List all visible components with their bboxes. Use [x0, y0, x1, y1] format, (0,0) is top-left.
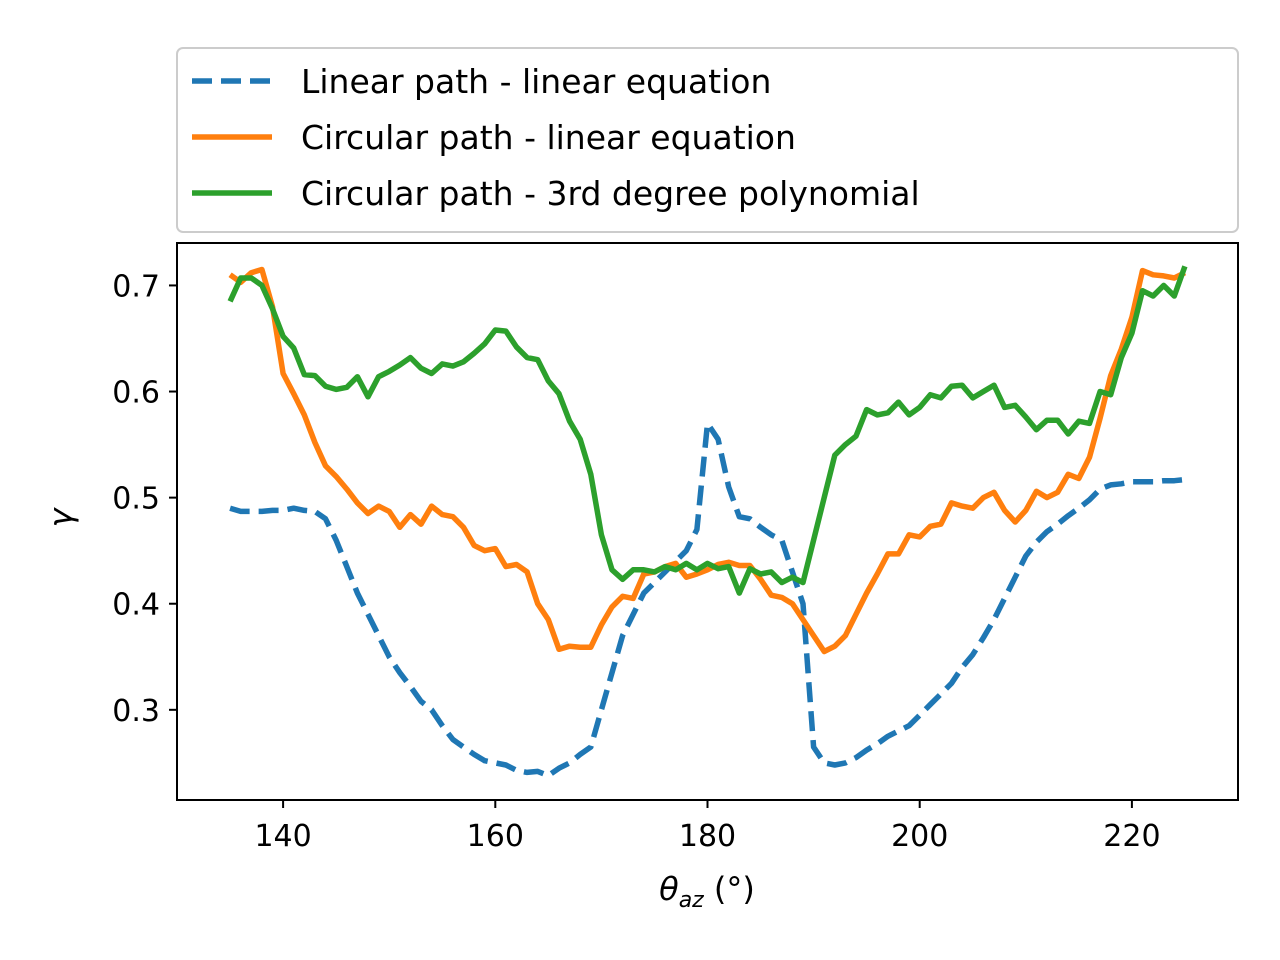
x-axis-label-unit: (°)	[704, 870, 755, 908]
y-tick-label: 0.5	[112, 482, 160, 517]
axes-frame	[176, 242, 1239, 801]
x-axis-label-symbol: θ	[659, 870, 679, 908]
x-axis-label-subscript: az	[679, 888, 704, 913]
legend-box	[176, 47, 1239, 233]
y-tick-label: 0.6	[112, 376, 160, 411]
x-tick-label: 220	[1103, 819, 1160, 854]
y-tick-label: 0.4	[112, 588, 160, 623]
x-tick-label: 160	[467, 819, 524, 854]
x-tick-label: 180	[679, 819, 736, 854]
x-tick-label: 140	[254, 819, 311, 854]
legend-label-3: Circular path - 3rd degree polynomial	[301, 174, 920, 213]
y-axis-label: γ	[42, 506, 80, 527]
legend-label-2: Circular path - linear equation	[301, 118, 796, 157]
x-axis-label: θaz (°)	[659, 870, 755, 913]
x-tick-label: 200	[891, 819, 948, 854]
plot-area: 140 160 180 200 220 0.3 0.4 0.5 0.6 0.7	[112, 242, 1239, 854]
series-line-3	[227, 265, 1188, 596]
series-group	[227, 265, 1188, 779]
y-tick-label: 0.7	[112, 269, 160, 304]
legend: Linear path - linear equation Circular pa…	[176, 47, 1239, 233]
legend-label-1: Linear path - linear equation	[301, 62, 771, 101]
series-line-1	[229, 420, 1186, 779]
y-tick-label: 0.3	[112, 694, 160, 729]
series-line-2	[228, 266, 1187, 655]
